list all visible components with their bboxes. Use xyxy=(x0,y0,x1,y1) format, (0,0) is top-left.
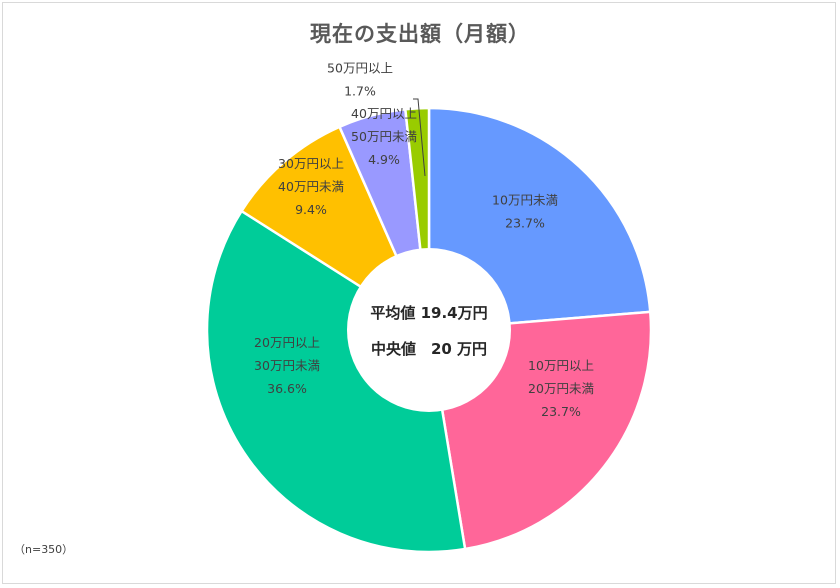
slice-value-label: 23.7% xyxy=(541,404,581,419)
slice-category-label: 40万円以上 xyxy=(351,106,417,121)
slice-category-label: 50万円未満 xyxy=(351,129,417,144)
slice-value-label: 23.7% xyxy=(505,216,545,231)
slice-value-label: 1.7% xyxy=(344,84,376,99)
slice-value-label: 9.4% xyxy=(295,202,327,217)
sample-size-note: （n=350） xyxy=(14,543,74,556)
center-mean-label: 平均値 19.4万円 xyxy=(370,304,487,322)
slice-category-label: 50万円以上 xyxy=(327,61,393,76)
slice-category-label: 10万円以上 xyxy=(528,358,594,373)
slice-category-label: 40万円未満 xyxy=(278,179,344,194)
slice-category-label: 30万円以上 xyxy=(278,156,344,171)
slice-category-label: 20万円以上 xyxy=(254,335,320,350)
slice-value-label: 36.6% xyxy=(267,381,307,396)
donut-hole xyxy=(347,248,511,412)
slice-category-label: 20万円未満 xyxy=(528,381,594,396)
leader-line xyxy=(413,98,426,177)
slice-value-label: 4.9% xyxy=(368,152,400,167)
chart-title: 現在の支出額（月額） xyxy=(310,22,530,46)
center-median-label: 中央値 20 万円 xyxy=(371,340,487,358)
slice-category-label: 30万円未満 xyxy=(254,358,320,373)
pie-slice xyxy=(205,209,467,554)
slice-category-label: 10万円未満 xyxy=(492,193,558,208)
